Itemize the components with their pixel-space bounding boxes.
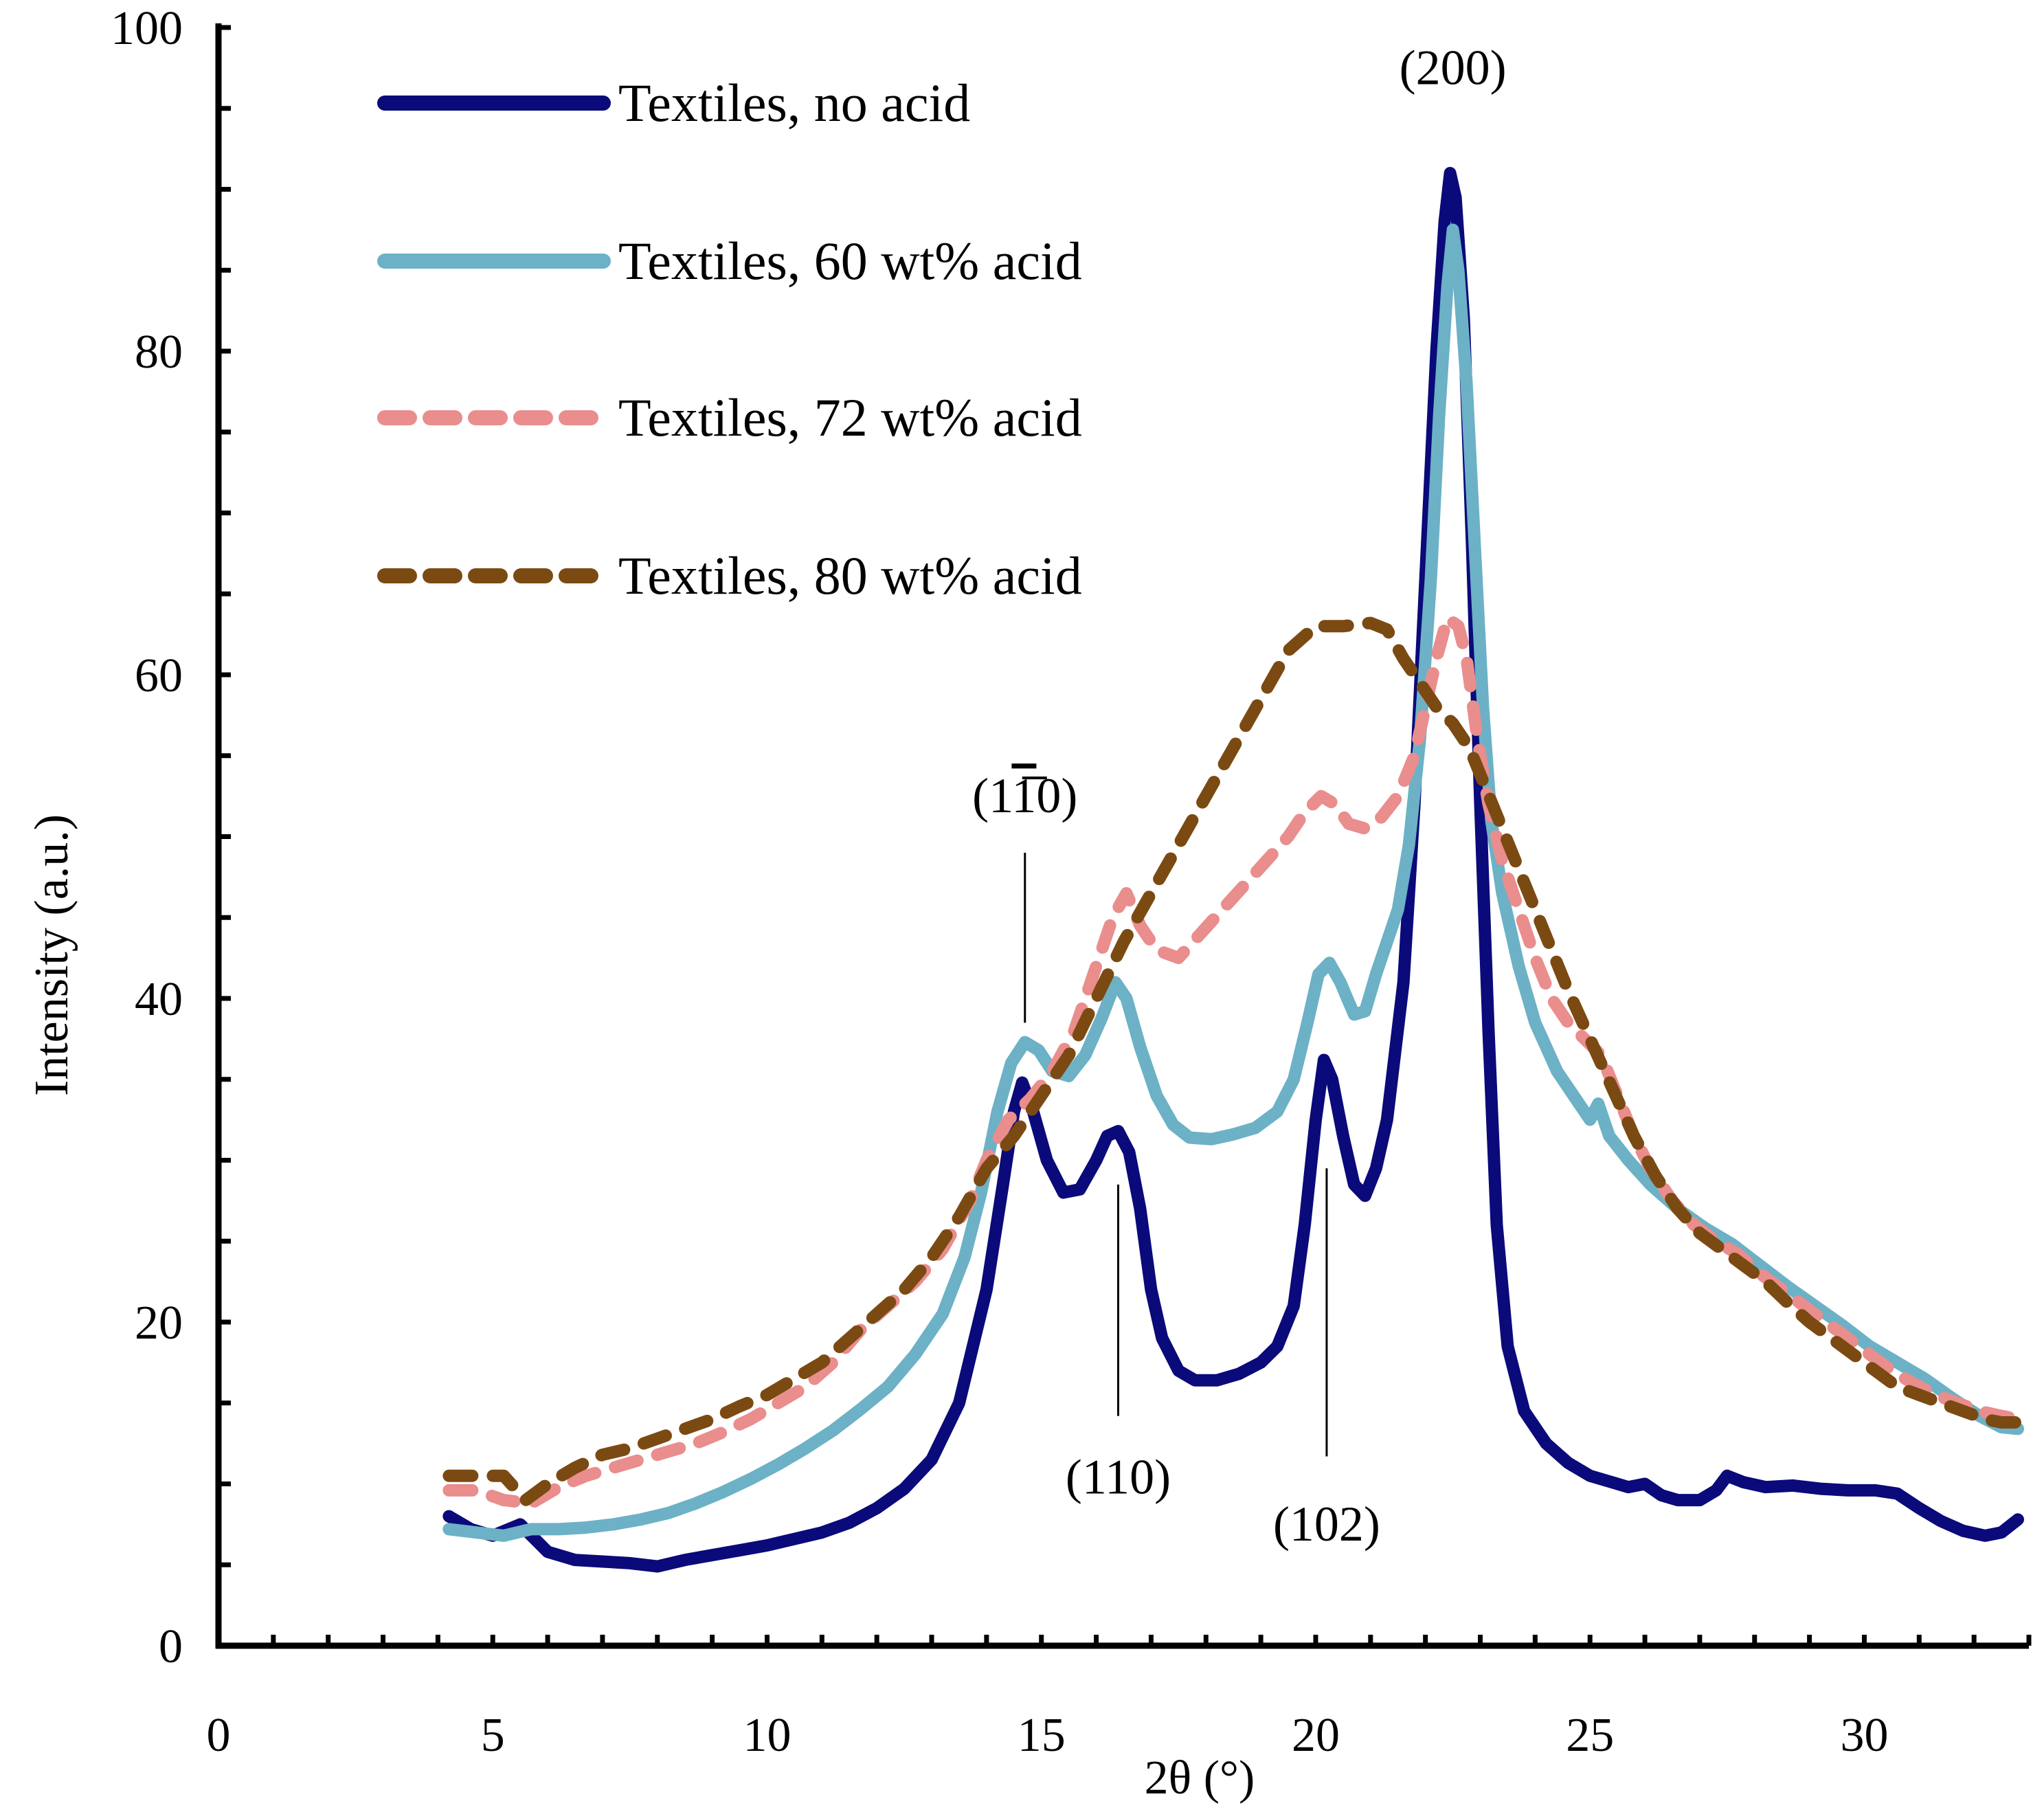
annotation-layer: (200)(110)(110)(102) bbox=[972, 40, 1506, 1552]
x-tick-label: 10 bbox=[743, 1709, 791, 1762]
y-tick-label: 40 bbox=[135, 973, 183, 1026]
x-tick-label: 0 bbox=[207, 1709, 231, 1762]
x-axis-title: 2θ (°) bbox=[1145, 1752, 1255, 1804]
y-tick-label: 60 bbox=[135, 649, 183, 702]
series-line-2 bbox=[442, 223, 2024, 1542]
legend-label-4: Textiles, 80 wt% acid bbox=[618, 546, 1082, 605]
annotation-label: (102) bbox=[1273, 1497, 1380, 1552]
x-tick-label: 25 bbox=[1566, 1709, 1614, 1762]
series-line-1 bbox=[442, 166, 2024, 1573]
y-tick-label: 20 bbox=[135, 1297, 183, 1350]
annotation-label: (200) bbox=[1400, 40, 1507, 95]
legend: Textiles, no acid Textiles, 60 wt% acid Te… bbox=[377, 73, 1082, 605]
annotation-label: (110) bbox=[1066, 1450, 1171, 1505]
legend-label-3: Textiles, 72 wt% acid bbox=[618, 388, 1082, 447]
series-line-4 bbox=[442, 616, 2024, 1507]
y-tick-label: 0 bbox=[159, 1620, 183, 1673]
x-tick-label: 5 bbox=[481, 1709, 505, 1762]
x-tick-label: 20 bbox=[1292, 1709, 1340, 1762]
x-tick-label: 30 bbox=[1840, 1709, 1888, 1762]
ticks-layer: 0 20 40 60 80 100 0 5 10 15 20 25 30 bbox=[111, 2, 2032, 1762]
series-layer bbox=[442, 166, 2024, 1573]
legend-label-1: Textiles, no acid bbox=[618, 73, 970, 133]
x-tick-label: 15 bbox=[1018, 1709, 1066, 1762]
legend-label-2: Textiles, 60 wt% acid bbox=[618, 231, 1082, 291]
y-axis-title: Intensity (a.u.) bbox=[25, 814, 78, 1096]
axes-layer: 0 20 40 60 80 100 0 5 10 15 20 25 30 bbox=[111, 2, 2032, 1762]
y-tick-label: 100 bbox=[111, 2, 183, 55]
y-tick-label: 80 bbox=[135, 326, 183, 379]
